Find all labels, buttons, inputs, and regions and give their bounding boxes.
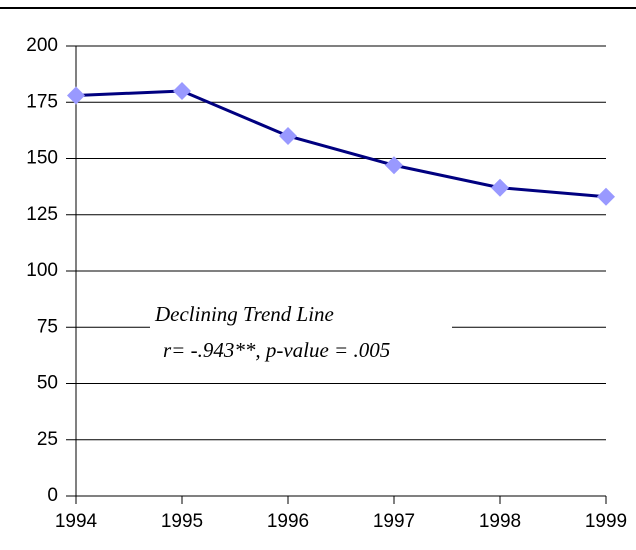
x-tick-label: 1995: [161, 511, 203, 532]
annotation-bg: [150, 302, 452, 368]
y-tick-label: 75: [37, 316, 58, 337]
y-tick-label: 125: [26, 204, 58, 225]
x-tick-label: 1998: [479, 511, 521, 532]
x-tick-label: 1997: [373, 511, 415, 532]
x-tick-label: 1996: [267, 511, 309, 532]
x-tick-label: 1994: [55, 511, 98, 532]
x-tick-label: 1999: [585, 511, 627, 532]
marker: [67, 86, 85, 105]
y-tick-label: 175: [26, 91, 58, 112]
marker: [279, 127, 297, 145]
marker: [597, 187, 615, 206]
marker: [491, 178, 509, 197]
marker: [385, 156, 403, 175]
y-tick-label: 25: [37, 429, 58, 450]
y-tick-label: 100: [26, 260, 58, 281]
y-tick-label: 0: [47, 485, 58, 506]
y-tick-label: 50: [37, 373, 58, 394]
annotation: r= -.943**, p-value = .005: [163, 338, 390, 362]
marker: [173, 82, 191, 100]
y-tick-label: 150: [26, 148, 58, 169]
annotation: Declining Trend Line: [154, 302, 334, 326]
y-tick-label: 200: [26, 35, 58, 56]
line: [75, 89, 607, 199]
